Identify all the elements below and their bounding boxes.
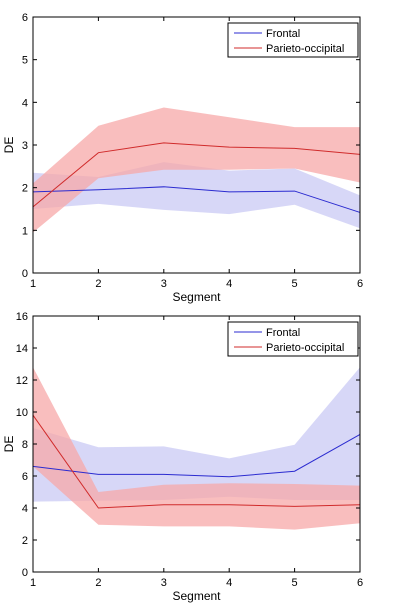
x-tick-label: 5 (292, 278, 298, 290)
legend-label-frontal: Frontal (266, 327, 300, 339)
confidence-band-parieto-occipital (33, 367, 360, 530)
x-tick-label: 1 (30, 278, 36, 290)
x-axis-label: Segment (172, 290, 221, 304)
x-tick-label: 6 (357, 278, 363, 290)
x-tick-label: 3 (161, 577, 167, 589)
x-tick-label: 2 (95, 577, 101, 589)
legend: Frontal Parieto-occipital (227, 22, 359, 58)
x-tick-label: 3 (161, 278, 167, 290)
chart-2: 1 2 3 4 5 60246810121416SegmentDEFrontalParie… (2, 311, 363, 603)
y-tick-label: 6 (22, 471, 28, 483)
y-tick-label: 2 (22, 183, 28, 195)
y-tick-label: 12 (16, 375, 28, 387)
series-line-parieto-occipital (32, 414, 361, 509)
y-tick-label: 10 (16, 407, 28, 419)
legend-label-parieto-occipital: Parieto-occipital (266, 342, 344, 354)
y-tick-label: 1 (22, 225, 28, 237)
y-axis-label: DE (2, 436, 16, 453)
x-tick-label: 4 (226, 577, 232, 589)
legend-label-frontal: Frontal (266, 28, 300, 40)
y-tick-label: 16 (16, 311, 28, 323)
confidence-band-parieto-occipital (33, 107, 360, 233)
legend-box (227, 22, 359, 58)
y-axis-label: DE (2, 137, 16, 154)
legend-box (227, 321, 359, 357)
y-tick-label: 14 (16, 343, 28, 355)
series-line-frontal (32, 433, 361, 478)
y-tick-label: 8 (22, 439, 28, 451)
y-tick-label: 0 (22, 567, 28, 579)
x-tick-label: 6 (357, 577, 363, 589)
chart-1: 1 2 3 4 5 60123456SegmentDEFrontalParieto-occ… (2, 12, 363, 304)
series-line-frontal (32, 186, 361, 213)
y-tick-label: 4 (22, 503, 28, 515)
x-tick-label: 4 (226, 278, 232, 290)
y-tick-label: 6 (22, 12, 28, 24)
y-tick-label: 3 (22, 140, 28, 152)
legend-label-parieto-occipital: Parieto-occipital (266, 43, 344, 55)
x-tick-label: 5 (292, 577, 298, 589)
series-line-parieto-occipital (32, 142, 361, 208)
x-tick-label: 1 (30, 577, 36, 589)
y-tick-label: 5 (22, 55, 28, 67)
y-tick-label: 2 (22, 535, 28, 547)
confidence-band-frontal (33, 162, 360, 229)
y-tick-label: 0 (22, 268, 28, 280)
legend: Frontal Parieto-occipital (227, 321, 359, 357)
y-tick-label: 4 (22, 97, 28, 109)
x-tick-label: 2 (95, 278, 101, 290)
confidence-band-frontal (33, 367, 360, 502)
x-axis-label: Segment (172, 589, 221, 603)
